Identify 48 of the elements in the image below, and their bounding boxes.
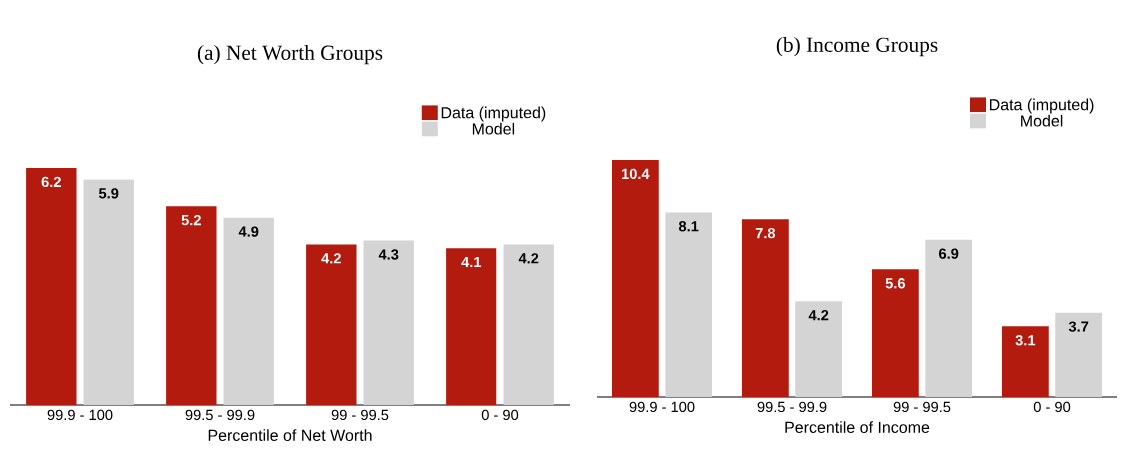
x-tick-label: 0 - 90	[481, 409, 519, 421]
data-label: 5.6	[885, 278, 906, 289]
bar	[306, 244, 357, 405]
data-label: 4.9	[238, 226, 259, 237]
x-tick-label: 99.9 - 100	[629, 401, 695, 413]
data-label: 4.2	[518, 253, 539, 264]
x-tick-label: 99.5 - 99.9	[757, 401, 827, 413]
x-tick-label: 0 - 90	[1033, 401, 1071, 413]
bar	[223, 217, 274, 405]
legend-label: Model	[472, 122, 515, 135]
data-label: 5.9	[98, 188, 119, 199]
bar	[166, 206, 217, 405]
bar	[1055, 312, 1103, 397]
bar	[611, 159, 659, 397]
data-label: 4.3	[378, 249, 399, 260]
data-label: 5.2	[181, 214, 201, 226]
data-label: 4.2	[808, 310, 829, 321]
data-label: 6.2	[41, 176, 61, 188]
data-label: 3.1	[1015, 335, 1036, 346]
data-label: 6.9	[939, 248, 959, 259]
bar	[665, 212, 713, 397]
chart-title: (b) Income Groups	[776, 36, 938, 57]
data-label: 10.4	[622, 168, 650, 180]
bar	[871, 269, 919, 397]
bar	[795, 301, 843, 397]
legend-label: Data (imputed)	[989, 98, 1094, 114]
x-tick-label: 99 - 99.5	[331, 409, 389, 421]
bar	[503, 244, 554, 405]
bar	[741, 219, 789, 397]
x-axis-title: Percentile of Net Worth	[208, 429, 372, 441]
data-label: 4.2	[321, 253, 341, 264]
x-tick-label: 99.5 - 99.9	[185, 409, 255, 421]
bar	[925, 239, 973, 397]
bar	[446, 248, 497, 405]
data-label: 7.8	[755, 227, 776, 239]
bar	[1001, 326, 1049, 397]
data-label: 4.1	[461, 256, 482, 268]
bar	[83, 179, 134, 405]
x-tick-label: 99 - 99.5	[893, 401, 951, 413]
legend-label: Model	[1021, 114, 1063, 127]
data-label: 8.1	[678, 221, 699, 232]
bar	[363, 240, 414, 405]
bar	[26, 167, 77, 405]
chart-title: (a) Net Worth Groups	[197, 44, 383, 65]
data-label: 3.7	[1068, 321, 1089, 332]
x-tick-label: 99.9 - 100	[47, 409, 113, 421]
x-axis-title: Percentile of Income	[785, 421, 930, 433]
legend-label: Data (imputed)	[441, 106, 546, 122]
